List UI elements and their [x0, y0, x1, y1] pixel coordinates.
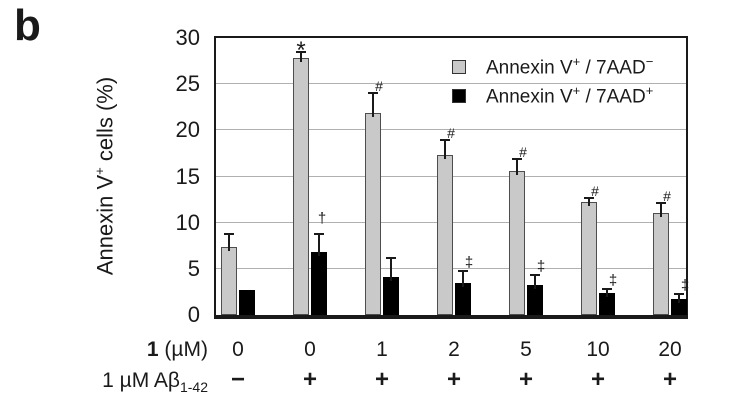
error-bar-cap [512, 158, 522, 161]
gridline-25 [216, 83, 686, 85]
x-value-compound-7: 20 [658, 338, 682, 361]
legend-label: Annexin V+ / 7AAD+ [486, 82, 654, 108]
error-bar [228, 232, 230, 251]
sig-symbol: * [296, 36, 306, 64]
bar-black-group6 [599, 292, 615, 315]
error-bar-cap [602, 288, 612, 291]
legend-label: Annexin V+ / 7AAD− [486, 53, 654, 79]
x-sign-abeta-1: − [230, 366, 245, 393]
error-bar [372, 92, 374, 117]
x-value-compound-5: 5 [520, 338, 532, 361]
error-bar [390, 256, 392, 282]
error-bar [300, 50, 302, 63]
x-sign-abeta-6: + [590, 366, 605, 393]
bar-gray-group5 [509, 170, 525, 315]
error-bar [534, 274, 536, 290]
x-sign-abeta-3: + [374, 366, 389, 393]
y-axis-title-sup: + [92, 167, 107, 175]
gridline-20 [216, 129, 686, 131]
sig-symbol: ‡ [608, 272, 618, 290]
y-tick-label-10: 10 [175, 209, 200, 235]
bar-black-group3 [383, 277, 399, 315]
bar-gray-group4 [437, 155, 453, 315]
compound-1-bold: 1 [146, 338, 159, 361]
error-bar [318, 232, 320, 257]
y-tick-label-15: 15 [175, 163, 200, 189]
error-bar [606, 288, 608, 297]
panel-letter: b [14, 1, 41, 50]
error-bar-cap [674, 292, 684, 295]
sig-symbol: ‡ [680, 276, 690, 294]
error-bar-cap [584, 196, 594, 199]
x-axis-row2-label: 1 µM Aβ1-42 [102, 369, 208, 396]
sig-symbol: ‡ [464, 253, 474, 271]
error-bar [516, 158, 518, 175]
bar-gray-group7 [653, 213, 669, 315]
sig-symbol: # [375, 78, 383, 95]
x-value-compound-4: 2 [448, 338, 460, 361]
sig-symbol: # [519, 144, 527, 161]
y-tick-label-5: 5 [187, 255, 200, 281]
x-value-compound-1: 0 [232, 338, 244, 361]
bar-gray-group2 [293, 58, 309, 315]
error-bar-cap [296, 50, 306, 53]
error-bar-cap [530, 274, 540, 277]
y-tick-label-25: 25 [175, 71, 200, 97]
x-sign-abeta-2: + [302, 366, 317, 393]
error-bar-cap [440, 138, 450, 141]
sig-symbol: # [591, 182, 599, 199]
y-tick-label-0: 0 [187, 302, 200, 327]
x-sign-abeta-7: + [662, 366, 677, 393]
error-bar-cap [458, 269, 468, 272]
legend: Annexin V+ / 7AAD− Annexin V+ / 7AAD+ [452, 52, 653, 110]
error-bar [588, 196, 590, 207]
bar-black-group7 [671, 299, 687, 315]
legend-item-annexin-7aad-pos: Annexin V+ / 7AAD+ [452, 81, 653, 110]
error-bar-cap [224, 232, 234, 235]
y-axis-title-post: cells (%) [92, 76, 118, 168]
error-bar [678, 292, 680, 304]
sig-symbol: # [447, 124, 455, 141]
y-tick-label-20: 20 [175, 117, 200, 143]
sig-symbol: † [317, 209, 327, 227]
legend-item-annexin-7aad-neg: Annexin V+ / 7AAD− [452, 52, 653, 81]
y-axis-title: Annexin V+ cells (%) [87, 23, 117, 329]
x-value-compound-3: 1 [376, 338, 388, 361]
bar-gray-group3 [365, 112, 381, 315]
legend-swatch-black [452, 88, 466, 103]
sig-symbol: ‡ [536, 258, 546, 276]
y-axis-title-pre: Annexin V [92, 174, 118, 276]
x-value-compound-2: 0 [304, 338, 316, 361]
bar-black-group2 [311, 252, 327, 315]
bar-gray-group1 [221, 246, 237, 315]
x-sign-abeta-4: + [446, 366, 461, 393]
error-bar [444, 138, 446, 160]
error-bar-cap [386, 256, 396, 259]
legend-swatch-gray [452, 59, 466, 74]
error-bar-cap [368, 92, 378, 95]
bar-gray-group6 [581, 202, 597, 315]
bar-black-group4 [455, 282, 471, 315]
plot-area: * † # # ‡ # ‡ # ‡ # ‡ [214, 36, 689, 319]
error-bar [462, 269, 464, 287]
error-bar [660, 202, 662, 218]
y-tick-label-30: 30 [175, 25, 200, 50]
x-axis-row1-label: 1 (µM) [146, 338, 208, 361]
bar-black-group1 [239, 290, 255, 315]
x-value-compound-6: 10 [586, 338, 610, 361]
x-sign-abeta-5: + [518, 366, 533, 393]
bar-black-group5 [527, 285, 543, 315]
error-bar-cap [656, 202, 666, 205]
sig-symbol: # [663, 188, 671, 205]
error-bar-cap [314, 232, 324, 235]
